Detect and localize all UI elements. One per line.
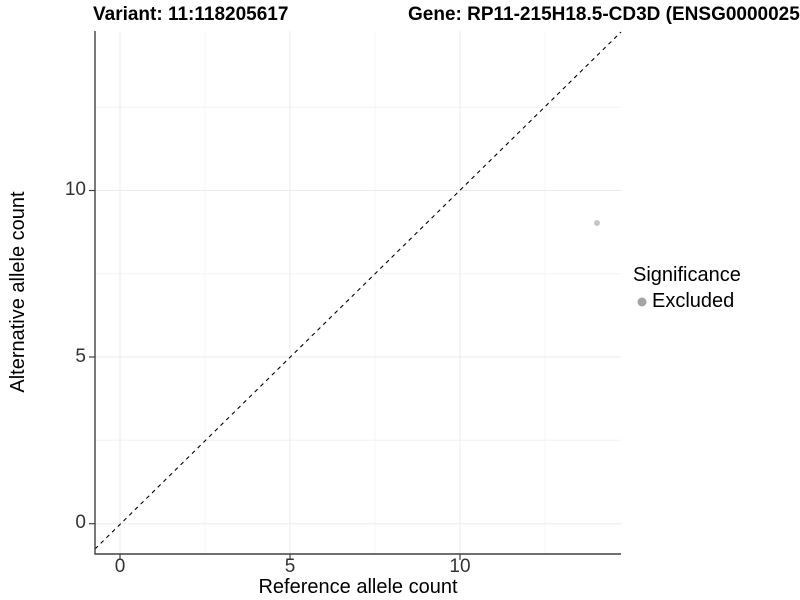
y-tick-label-0: 0 — [75, 512, 86, 533]
x-tick-label-5: 5 — [284, 556, 296, 577]
tick-marks — [89, 189, 461, 560]
identity-line — [94, 31, 622, 550]
grid-minor — [95, 31, 621, 554]
legend-item-excluded: Excluded — [633, 289, 741, 313]
plot-title-gene: Gene: RP11-215H18.5-CD3D (ENSG0000025 — [408, 4, 800, 25]
x-axis-label: Reference allele count — [258, 576, 458, 598]
legend-item-label: Excluded — [652, 290, 735, 312]
y-axis-label: Alternative allele count — [7, 191, 29, 393]
x-tick-label-0: 0 — [114, 556, 126, 577]
legend: Significance Excluded — [633, 263, 741, 313]
legend-point-icon — [637, 297, 647, 307]
x-tick-label-10: 10 — [449, 556, 471, 577]
grid-major — [95, 31, 621, 554]
data-point-excluded — [594, 220, 600, 226]
y-tick-label-10: 10 — [64, 179, 86, 200]
y-tick-label-5: 5 — [75, 346, 86, 367]
legend-title: Significance — [633, 264, 741, 286]
axis-lines — [94, 31, 621, 555]
plot-title-variant: Variant: 11:118205617 — [93, 4, 289, 25]
